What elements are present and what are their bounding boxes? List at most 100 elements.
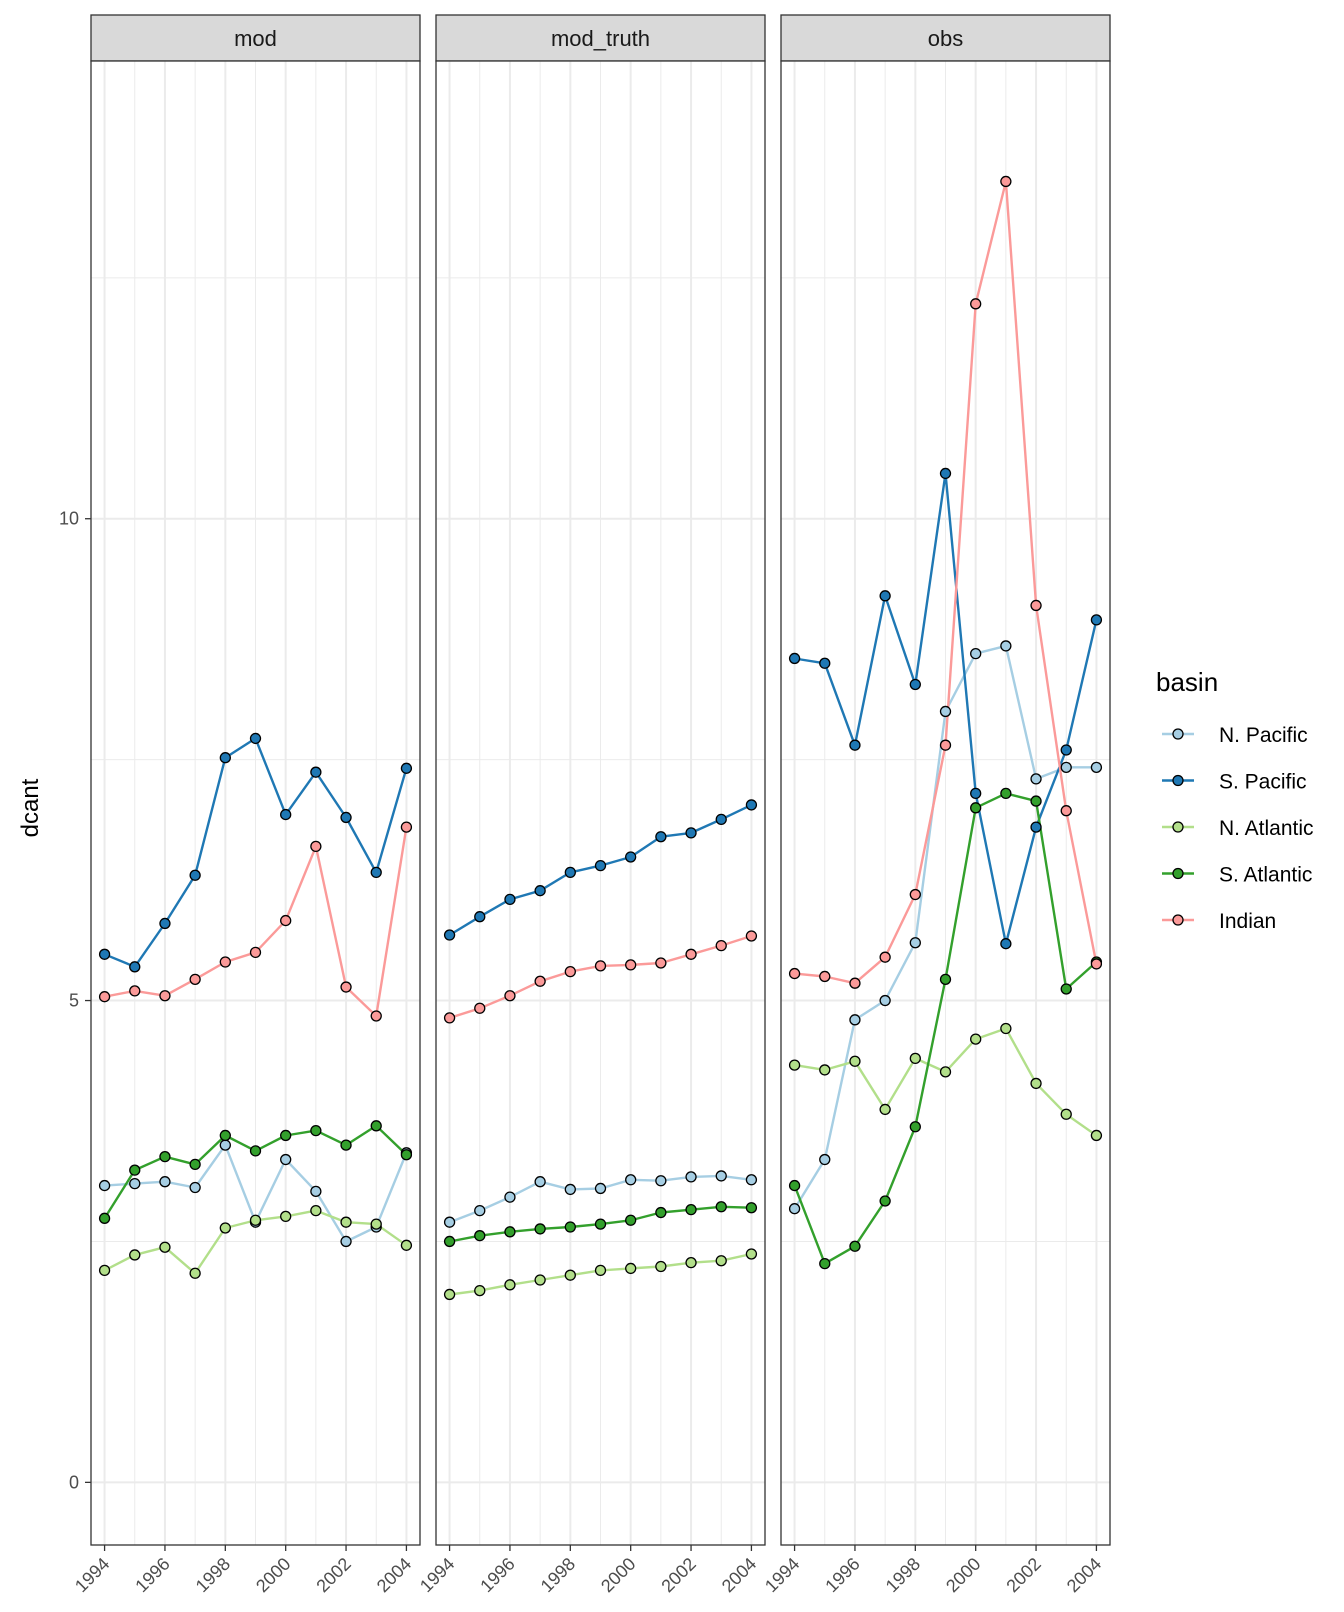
data-point bbox=[249, 1214, 262, 1226]
x-tick-label: 1998 bbox=[882, 1554, 924, 1596]
data-point bbox=[189, 1181, 201, 1194]
legend-label: Indian bbox=[1219, 910, 1276, 933]
data-point bbox=[819, 970, 831, 983]
data-point bbox=[249, 732, 262, 745]
data-point bbox=[1000, 938, 1012, 950]
data-point bbox=[788, 1059, 801, 1071]
legend-label: N. Atlantic bbox=[1219, 817, 1314, 840]
data-point bbox=[474, 1002, 486, 1014]
data-point bbox=[219, 956, 231, 968]
legend-key-point bbox=[1172, 867, 1184, 880]
data-point bbox=[1030, 795, 1042, 807]
data-point bbox=[655, 1206, 667, 1219]
data-point bbox=[819, 1064, 831, 1076]
data-point bbox=[340, 1139, 352, 1151]
facet-strip bbox=[90, 14, 421, 62]
data-point bbox=[564, 866, 576, 879]
data-point bbox=[715, 1170, 727, 1182]
legend-key-S. Pacific: S. Pacific bbox=[1162, 771, 1307, 794]
data-point bbox=[474, 1230, 486, 1242]
facet-panel-mod: mod 1994 1996 1998 2000 2002 2004 bbox=[71, 14, 421, 1596]
data-point bbox=[249, 1145, 262, 1157]
legend-label: N. Pacific bbox=[1219, 724, 1308, 747]
legend-key-point bbox=[1172, 821, 1184, 833]
x-tick-label: 1994 bbox=[71, 1554, 113, 1596]
data-point bbox=[745, 1202, 758, 1214]
data-point bbox=[819, 657, 831, 669]
data-point bbox=[970, 787, 982, 800]
data-point bbox=[594, 1218, 607, 1230]
data-point bbox=[129, 1177, 141, 1190]
data-point bbox=[98, 948, 111, 960]
data-point bbox=[745, 930, 758, 942]
data-point bbox=[939, 1066, 952, 1078]
data-point bbox=[370, 1120, 382, 1132]
data-point bbox=[310, 1185, 322, 1197]
x-tick-label: 2002 bbox=[657, 1554, 699, 1596]
facet-panel-mod_truth: mod_truth 1994 1996 1998 2000 2002 2004 bbox=[416, 14, 766, 1596]
data-point bbox=[819, 1257, 831, 1270]
data-point bbox=[970, 1033, 982, 1045]
data-point bbox=[564, 1269, 576, 1281]
data-point bbox=[1060, 983, 1072, 995]
data-point bbox=[443, 1235, 456, 1248]
x-tick-label: 2004 bbox=[1063, 1554, 1105, 1596]
data-point bbox=[655, 957, 667, 969]
data-point bbox=[370, 1010, 382, 1022]
data-point bbox=[474, 1284, 486, 1297]
data-point bbox=[564, 1221, 576, 1233]
data-point bbox=[129, 985, 141, 997]
data-point bbox=[400, 762, 413, 774]
data-point bbox=[788, 1179, 801, 1192]
data-point bbox=[370, 866, 382, 879]
data-point bbox=[1000, 1022, 1012, 1035]
data-point bbox=[788, 967, 801, 980]
data-point bbox=[1060, 805, 1072, 817]
data-point bbox=[1030, 821, 1042, 833]
data-point bbox=[400, 1239, 413, 1251]
data-point bbox=[189, 1267, 201, 1279]
legend-key-S. Atlantic: S. Atlantic bbox=[1162, 864, 1312, 887]
data-point bbox=[534, 1223, 546, 1235]
legend-key-N. Atlantic: N. Atlantic bbox=[1162, 817, 1314, 840]
data-point bbox=[504, 1226, 516, 1238]
data-point bbox=[970, 647, 982, 660]
data-point bbox=[970, 298, 982, 310]
data-point bbox=[400, 1149, 413, 1161]
data-point bbox=[159, 1176, 171, 1188]
data-point bbox=[98, 1264, 111, 1277]
data-point bbox=[310, 840, 322, 853]
data-point bbox=[655, 1260, 667, 1273]
data-point bbox=[340, 981, 352, 993]
x-tick-label: 1998 bbox=[537, 1554, 579, 1596]
facet-panels: mod 1994 1996 1998 2000 2002 2004 mod_truth 1994… bbox=[71, 14, 1111, 1596]
data-point bbox=[1060, 744, 1072, 756]
data-point bbox=[939, 739, 952, 751]
y-tick-label: 5 bbox=[69, 991, 79, 1011]
data-point bbox=[504, 1279, 516, 1291]
data-point bbox=[159, 1151, 171, 1163]
data-point bbox=[715, 813, 727, 826]
x-tick-label: 2000 bbox=[942, 1554, 984, 1596]
data-point bbox=[1090, 614, 1103, 626]
x-tick-label: 2004 bbox=[373, 1554, 415, 1596]
data-point bbox=[219, 1129, 231, 1142]
data-point bbox=[159, 1241, 171, 1253]
x-tick-label: 1994 bbox=[761, 1554, 803, 1596]
data-point bbox=[249, 946, 262, 959]
x-tick-label: 1994 bbox=[416, 1554, 458, 1596]
data-point bbox=[939, 705, 952, 718]
panel-border bbox=[780, 60, 1111, 1546]
legend-label: S. Pacific bbox=[1219, 771, 1307, 794]
facet-strip bbox=[780, 14, 1111, 62]
data-point bbox=[939, 467, 952, 480]
data-point bbox=[879, 994, 891, 1007]
data-point bbox=[909, 937, 921, 949]
x-tick-label: 2004 bbox=[718, 1554, 760, 1596]
data-point bbox=[909, 1121, 921, 1133]
data-point bbox=[1060, 1108, 1072, 1120]
data-point bbox=[594, 960, 607, 972]
data-point bbox=[280, 914, 292, 927]
data-point bbox=[564, 965, 576, 978]
